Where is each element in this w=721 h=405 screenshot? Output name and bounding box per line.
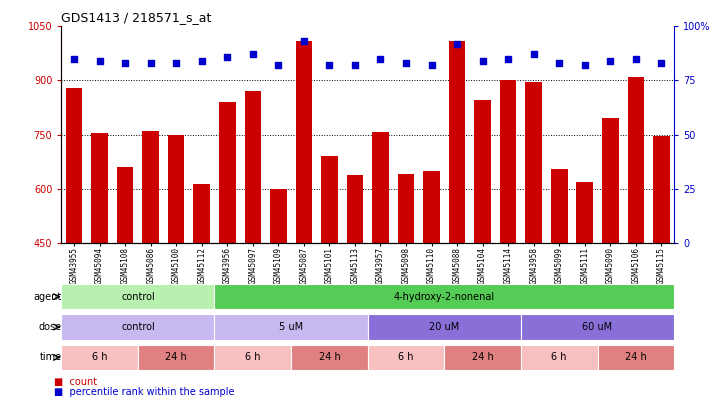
Point xyxy=(298,38,309,45)
Point xyxy=(196,58,208,64)
Bar xyxy=(347,175,363,243)
Text: ■  count: ■ count xyxy=(54,377,97,387)
Bar xyxy=(215,284,674,309)
Point xyxy=(451,40,463,47)
Text: 24 h: 24 h xyxy=(472,352,493,362)
Text: control: control xyxy=(121,322,155,332)
Point xyxy=(273,62,284,68)
Point xyxy=(426,62,438,68)
Point xyxy=(477,58,488,64)
Point xyxy=(68,55,80,62)
Bar xyxy=(577,182,593,243)
Point xyxy=(503,55,514,62)
Bar xyxy=(653,136,670,243)
Text: GDS1413 / 218571_s_at: GDS1413 / 218571_s_at xyxy=(61,11,212,24)
Bar xyxy=(291,345,368,370)
Point xyxy=(221,53,233,60)
Bar xyxy=(61,284,215,309)
Bar xyxy=(215,345,291,370)
Bar xyxy=(551,169,567,243)
Point xyxy=(170,60,182,66)
Text: 6 h: 6 h xyxy=(552,352,567,362)
Bar xyxy=(368,345,444,370)
Text: control: control xyxy=(121,292,155,302)
Bar xyxy=(398,175,415,243)
Bar xyxy=(193,185,210,243)
Text: 20 uM: 20 uM xyxy=(429,322,459,332)
Point xyxy=(579,62,590,68)
Bar xyxy=(598,345,674,370)
Bar xyxy=(521,314,674,340)
Point xyxy=(655,60,667,66)
Bar xyxy=(61,345,138,370)
Bar xyxy=(368,314,521,340)
Point xyxy=(247,51,259,58)
Point xyxy=(349,62,360,68)
Point xyxy=(120,60,131,66)
Bar xyxy=(423,171,440,243)
Point xyxy=(630,55,642,62)
Bar xyxy=(526,82,542,243)
Bar xyxy=(244,92,261,243)
Text: dose: dose xyxy=(39,322,62,332)
Point xyxy=(528,51,539,58)
Point xyxy=(375,55,386,62)
Bar xyxy=(270,189,287,243)
Text: 6 h: 6 h xyxy=(245,352,260,362)
Point xyxy=(145,60,156,66)
Bar xyxy=(372,132,389,243)
Text: 24 h: 24 h xyxy=(165,352,187,362)
Point xyxy=(94,58,105,64)
Bar xyxy=(602,118,619,243)
Text: 6 h: 6 h xyxy=(92,352,107,362)
Point xyxy=(400,60,412,66)
Bar xyxy=(474,100,491,243)
Text: 24 h: 24 h xyxy=(319,352,340,362)
Bar xyxy=(138,345,215,370)
Text: time: time xyxy=(40,352,62,362)
Bar xyxy=(66,88,82,243)
Bar xyxy=(627,77,644,243)
Bar xyxy=(521,345,598,370)
Text: 5 uM: 5 uM xyxy=(279,322,303,332)
Bar xyxy=(61,314,215,340)
Bar xyxy=(296,41,312,243)
Bar xyxy=(117,167,133,243)
Bar xyxy=(500,81,516,243)
Bar xyxy=(215,314,368,340)
Bar xyxy=(219,102,236,243)
Text: 4-hydroxy-2-nonenal: 4-hydroxy-2-nonenal xyxy=(394,292,495,302)
Point xyxy=(324,62,335,68)
Bar xyxy=(142,131,159,243)
Point xyxy=(554,60,565,66)
Point xyxy=(604,58,616,64)
Text: 6 h: 6 h xyxy=(398,352,414,362)
Bar xyxy=(321,156,337,243)
Bar xyxy=(92,133,108,243)
Text: 60 uM: 60 uM xyxy=(583,322,613,332)
Text: 24 h: 24 h xyxy=(625,352,647,362)
Bar xyxy=(168,134,185,243)
Text: agent: agent xyxy=(34,292,62,302)
Bar xyxy=(444,345,521,370)
Bar xyxy=(448,41,465,243)
Text: ■  percentile rank within the sample: ■ percentile rank within the sample xyxy=(54,387,234,397)
